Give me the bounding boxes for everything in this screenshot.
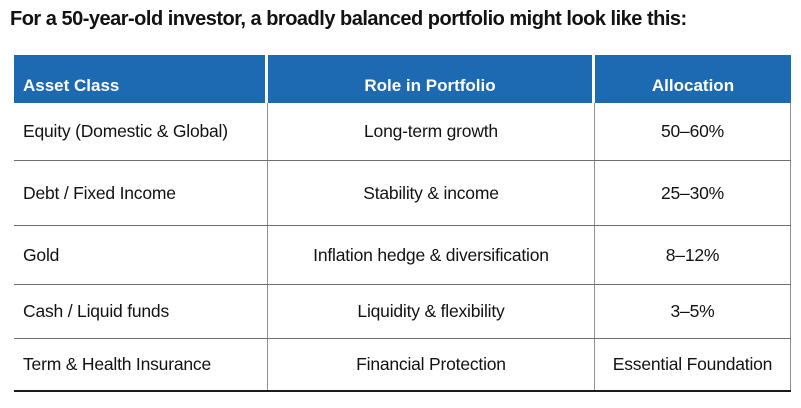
table-row-cash: Cash / Liquid funds Liquidity & flexibil… [14, 285, 791, 339]
role-cell: Liquidity & flexibility [268, 285, 595, 338]
asset-class-cell: Cash / Liquid funds [14, 285, 268, 338]
page-title: For a 50-year-old investor, a broadly ba… [10, 8, 687, 30]
role-cell: Stability & income [268, 161, 595, 225]
allocation-cell: Essential Foundation [595, 339, 791, 390]
asset-class-cell: Equity (Domestic & Global) [14, 103, 268, 160]
role-cell: Financial Protection [268, 339, 595, 390]
table-row-insurance: Term & Health Insurance Financial Protec… [14, 339, 791, 392]
allocation-cell: 50–60% [595, 103, 791, 160]
table-row-gold: Gold Inflation hedge & diversification 8… [14, 226, 791, 285]
portfolio-allocation-table: Asset Class Role in Portfolio Allocation… [14, 55, 791, 392]
column-header-asset-class: Asset Class [14, 55, 268, 103]
asset-class-cell: Debt / Fixed Income [14, 161, 268, 225]
table-row-debt: Debt / Fixed Income Stability & income 2… [14, 161, 791, 226]
allocation-cell: 8–12% [595, 226, 791, 284]
role-cell: Long-term growth [268, 103, 595, 160]
table-header-row: Asset Class Role in Portfolio Allocation [14, 55, 791, 103]
column-header-allocation: Allocation [595, 55, 791, 103]
asset-class-cell: Gold [14, 226, 268, 284]
asset-class-cell: Term & Health Insurance [14, 339, 268, 390]
allocation-cell: 25–30% [595, 161, 791, 225]
table-row-equity: Equity (Domestic & Global) Long-term gro… [14, 103, 791, 161]
role-cell: Inflation hedge & diversification [268, 226, 595, 284]
allocation-cell: 3–5% [595, 285, 791, 338]
column-header-role-in-portfolio: Role in Portfolio [268, 55, 595, 103]
